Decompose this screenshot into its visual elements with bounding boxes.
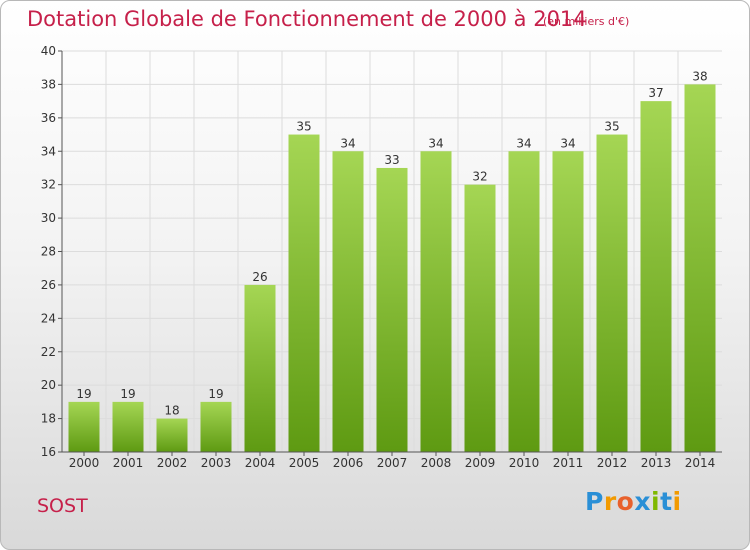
x-tick-label: 2013	[641, 456, 672, 470]
y-tick-label: 22	[41, 345, 56, 359]
bar	[288, 134, 320, 452]
bar	[332, 151, 364, 452]
bar-value-label: 37	[648, 86, 663, 100]
bar	[376, 167, 408, 453]
bar	[508, 151, 540, 452]
bar	[464, 184, 496, 452]
x-tick-label: 2006	[333, 456, 364, 470]
bar-value-label: 19	[120, 387, 135, 401]
bar	[640, 101, 672, 452]
x-tick-label: 2000	[69, 456, 100, 470]
bar	[112, 401, 144, 452]
y-tick-label: 20	[41, 378, 56, 392]
bar	[156, 418, 188, 452]
brand-letter: t	[660, 487, 673, 516]
y-tick-label: 16	[41, 445, 56, 459]
y-tick-label: 34	[41, 144, 56, 158]
bar	[552, 151, 584, 452]
x-tick-label: 2010	[509, 456, 540, 470]
bar-value-label: 33	[384, 153, 399, 167]
bar	[68, 401, 100, 452]
y-tick-label: 24	[41, 311, 56, 325]
bar-value-label: 26	[252, 270, 267, 284]
x-tick-label: 2001	[113, 456, 144, 470]
bar-value-label: 38	[692, 69, 707, 83]
y-tick-label: 30	[41, 211, 56, 225]
x-tick-label: 2005	[289, 456, 320, 470]
y-tick-label: 32	[41, 178, 56, 192]
y-tick-label: 18	[41, 412, 56, 426]
x-tick-label: 2009	[465, 456, 496, 470]
brand-letter: P	[585, 487, 604, 516]
brand-letter: r	[603, 487, 617, 516]
axes	[58, 50, 722, 456]
unit-note: (en milliers d'€)	[543, 15, 630, 28]
bar-value-label: 18	[164, 404, 179, 418]
bar-value-label: 34	[560, 136, 575, 150]
y-tick-label: 28	[41, 245, 56, 259]
bar-value-label: 34	[340, 136, 355, 150]
y-tick-label: 40	[41, 44, 56, 58]
tick-labels: 16 18 20 22 24 26 28 30 32 34 36 38 40 19 2000 19 2001 18…	[41, 44, 716, 470]
bar	[200, 401, 232, 452]
bar-value-label: 34	[516, 136, 531, 150]
y-tick-label: 38	[41, 77, 56, 91]
bar-value-label: 34	[428, 136, 443, 150]
bar-value-label: 32	[472, 170, 487, 184]
brand-letter: o	[616, 487, 635, 516]
y-tick-label: 36	[41, 111, 56, 125]
bars	[68, 84, 716, 453]
bar	[420, 151, 452, 452]
bar	[596, 134, 628, 452]
brand-letter: x	[634, 487, 651, 516]
brand-letter: i	[672, 487, 682, 516]
bar-value-label: 19	[208, 387, 223, 401]
bar-value-label: 19	[76, 387, 91, 401]
x-tick-label: 2003	[201, 456, 232, 470]
brand-letter: i	[651, 487, 661, 516]
x-tick-label: 2014	[685, 456, 716, 470]
place-name: SOST	[37, 495, 88, 517]
x-tick-label: 2004	[245, 456, 276, 470]
bar-value-label: 35	[604, 120, 619, 134]
x-tick-label: 2011	[553, 456, 584, 470]
x-tick-label: 2007	[377, 456, 408, 470]
bar	[684, 84, 716, 453]
x-tick-label: 2002	[157, 456, 188, 470]
x-tick-label: 2008	[421, 456, 452, 470]
y-tick-label: 26	[41, 278, 56, 292]
chart-title: Dotation Globale de Fonctionnement de 20…	[27, 7, 587, 31]
x-tick-label: 2012	[597, 456, 628, 470]
bar	[244, 284, 276, 452]
bar-value-label: 35	[296, 120, 311, 134]
proxiti-logo[interactable]: Proxiti	[585, 487, 682, 516]
